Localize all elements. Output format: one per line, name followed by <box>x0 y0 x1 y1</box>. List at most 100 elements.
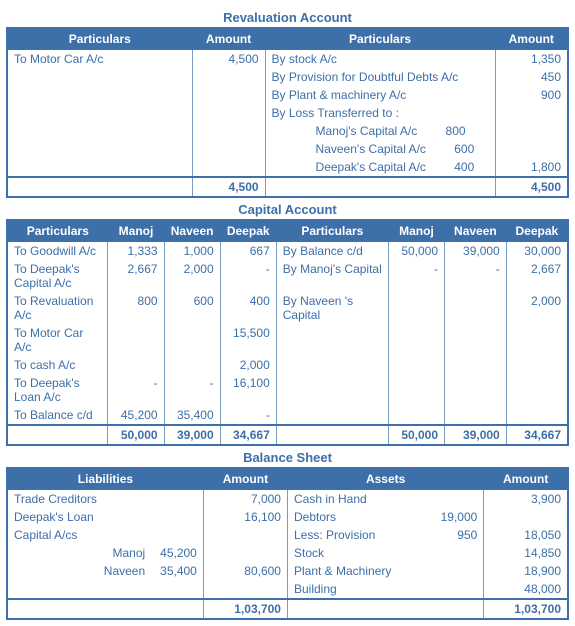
cell-deepak: 15,500 <box>220 324 276 356</box>
th-deepak: Deepak <box>220 220 276 242</box>
cell-particulars: To Deepak's Loan A/c <box>7 374 108 406</box>
revaluation-title: Revaluation Account <box>6 10 569 25</box>
cell-manoj: 800 <box>108 292 164 324</box>
balance-table: Liabilities Amount Assets Amount Trade C… <box>6 467 569 620</box>
cell-liability: Manoj 45,200 <box>7 544 203 562</box>
total-deepak: 34,667 <box>220 425 276 445</box>
cell-particulars: To Balance c/d <box>7 406 108 425</box>
cell-amount: 80,600 <box>203 562 287 580</box>
cell-particulars: To Motor Car A/c <box>7 50 192 69</box>
cell-asset: Cash in Hand <box>287 490 483 509</box>
th-particulars: Particulars <box>276 220 388 242</box>
cell-manoj <box>388 356 444 374</box>
cell-amount: 1,800 <box>495 158 568 177</box>
total-deepak: 34,667 <box>506 425 568 445</box>
cell-asset: Stock <box>287 544 483 562</box>
cell-liability: Capital A/cs <box>7 526 203 544</box>
cell-deepak: 16,100 <box>220 374 276 406</box>
cell-particulars: To cash A/c <box>7 356 108 374</box>
cell-particulars: Naveen's Capital A/c 600 <box>265 140 495 158</box>
th-particulars: Particulars <box>7 28 192 50</box>
cell-particulars <box>276 374 388 406</box>
total-naveen: 39,000 <box>445 425 507 445</box>
cell-asset: Debtors 19,000 <box>287 508 483 526</box>
cell-amount <box>484 508 568 526</box>
cell-amount <box>203 526 287 544</box>
total-amount: 4,500 <box>192 177 265 197</box>
cell-asset: Building <box>287 580 483 599</box>
cell-particulars: By Loss Transferred to : <box>265 104 495 122</box>
cell-manoj <box>388 374 444 406</box>
cell-particulars: By Balance c/d <box>276 242 388 261</box>
cell-particulars: To Deepak's Capital A/c <box>7 260 108 292</box>
cell-deepak <box>506 356 568 374</box>
cell-amount <box>192 104 265 122</box>
cell-particulars: By Provision for Doubtful Debts A/c <box>265 68 495 86</box>
cell-particulars <box>7 140 192 158</box>
cell-amount: 18,050 <box>484 526 568 544</box>
cell-deepak: 400 <box>220 292 276 324</box>
cell-amount: 48,000 <box>484 580 568 599</box>
cell-deepak: - <box>220 260 276 292</box>
cell-manoj <box>388 292 444 324</box>
cell-particulars: By Plant & machinery A/c <box>265 86 495 104</box>
cell-amount: 14,850 <box>484 544 568 562</box>
cell-particulars: To Motor Car A/c <box>7 324 108 356</box>
cell-manoj <box>108 356 164 374</box>
cell-naveen: - <box>445 260 507 292</box>
cell-amount <box>495 140 568 158</box>
cell-amount: 3,900 <box>484 490 568 509</box>
cell-manoj: 45,200 <box>108 406 164 425</box>
cell-naveen: 1,000 <box>164 242 220 261</box>
th-amount: Amount <box>484 468 568 490</box>
cell-particulars <box>7 158 192 177</box>
cell-particulars <box>7 86 192 104</box>
total-manoj: 50,000 <box>108 425 164 445</box>
total-amount: 1,03,700 <box>484 599 568 619</box>
th-manoj: Manoj <box>108 220 164 242</box>
cell-particulars <box>276 356 388 374</box>
th-amount: Amount <box>203 468 287 490</box>
cell-naveen <box>445 324 507 356</box>
cell-deepak <box>506 324 568 356</box>
cell-particulars <box>276 406 388 425</box>
cell-manoj: 50,000 <box>388 242 444 261</box>
cell-amount: 18,900 <box>484 562 568 580</box>
th-particulars: Particulars <box>7 220 108 242</box>
cell-particulars <box>7 104 192 122</box>
cell-naveen: 35,400 <box>164 406 220 425</box>
cell-manoj <box>388 406 444 425</box>
cell-naveen <box>445 374 507 406</box>
th-liabilities: Liabilities <box>7 468 203 490</box>
cell-amount: 450 <box>495 68 568 86</box>
cell-amount <box>192 68 265 86</box>
cell-manoj: 2,667 <box>108 260 164 292</box>
cell-naveen: 600 <box>164 292 220 324</box>
total-manoj: 50,000 <box>388 425 444 445</box>
balance-title: Balance Sheet <box>6 450 569 465</box>
cell-particulars: By Naveen 's Capital <box>276 292 388 324</box>
cell-amount: 1,350 <box>495 50 568 69</box>
cell-particulars: To Revaluation A/c <box>7 292 108 324</box>
cell-particulars: By stock A/c <box>265 50 495 69</box>
th-deepak: Deepak <box>506 220 568 242</box>
total-amount: 1,03,700 <box>203 599 287 619</box>
cell-deepak: - <box>220 406 276 425</box>
cell-deepak <box>506 374 568 406</box>
th-naveen: Naveen <box>445 220 507 242</box>
th-amount: Amount <box>192 28 265 50</box>
th-amount: Amount <box>495 28 568 50</box>
cell-deepak: 30,000 <box>506 242 568 261</box>
cell-particulars <box>276 324 388 356</box>
cell-naveen: 39,000 <box>445 242 507 261</box>
total-naveen: 39,000 <box>164 425 220 445</box>
cell-liability: Naveen 35,400 <box>7 562 203 580</box>
cell-manoj: 1,333 <box>108 242 164 261</box>
cell-naveen <box>445 356 507 374</box>
th-particulars: Particulars <box>265 28 495 50</box>
cell-particulars: Manoj's Capital A/c 800 <box>265 122 495 140</box>
cell-amount: 4,500 <box>192 50 265 69</box>
cell-deepak: 2,667 <box>506 260 568 292</box>
total-amount: 4,500 <box>495 177 568 197</box>
cell-particulars: By Manoj's Capital <box>276 260 388 292</box>
